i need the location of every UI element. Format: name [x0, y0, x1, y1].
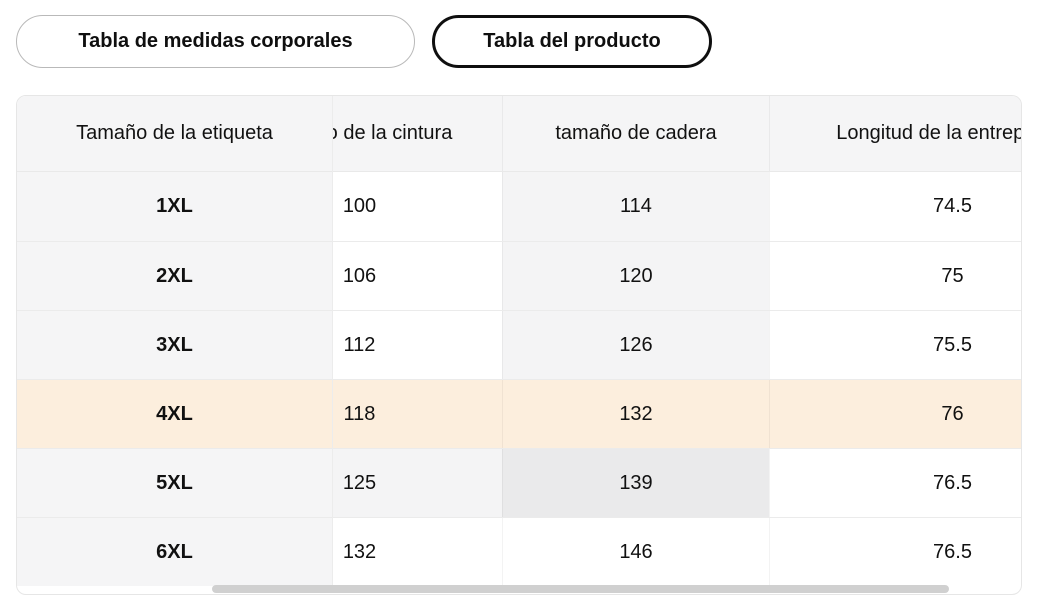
size-chart-tabs: Tabla de medidas corporales Tabla del pr… — [16, 15, 712, 68]
cell-4xl-inseam[interactable]: 76 — [769, 380, 1021, 448]
frozen-size-label-column: Tamaño de la etiqueta 1XL 2XL 3XL 4XL 5X… — [17, 96, 333, 586]
row-label-4xl-selected[interactable]: 4XL — [17, 379, 332, 448]
tab-product-table[interactable]: Tabla del producto — [432, 15, 712, 68]
cell-1xl-hip[interactable]: 114 — [502, 172, 769, 241]
cell-5xl-inseam[interactable]: 76.5 — [769, 449, 1021, 517]
header-inseam-length: Longitud de la entrepierna — [769, 96, 1021, 171]
row-label-5xl[interactable]: 5XL — [17, 448, 332, 517]
table-header-row: Tamaño de la cintura tamaño de cadera Lo… — [17, 96, 1021, 172]
header-label-size: Tamaño de la etiqueta — [17, 96, 332, 172]
horizontal-scrollbar-thumb[interactable] — [212, 585, 949, 593]
cell-5xl-hip-hovered[interactable]: 139 — [502, 449, 769, 517]
cell-6xl-inseam[interactable]: 76.5 — [769, 518, 1021, 586]
cell-3xl-hip[interactable]: 126 — [502, 311, 769, 379]
cell-2xl-hip[interactable]: 120 — [502, 242, 769, 310]
cell-1xl-inseam[interactable]: 74.5 — [769, 172, 1021, 241]
tab-body-measurements[interactable]: Tabla de medidas corporales — [16, 15, 415, 68]
cell-3xl-inseam[interactable]: 75.5 — [769, 311, 1021, 379]
cell-4xl-hip[interactable]: 132 — [502, 380, 769, 448]
row-label-6xl[interactable]: 6XL — [17, 517, 332, 586]
header-hip-size: tamaño de cadera — [502, 96, 769, 171]
row-label-2xl[interactable]: 2XL — [17, 241, 332, 310]
size-table[interactable]: Tamaño de la cintura tamaño de cadera Lo… — [16, 95, 1022, 595]
row-label-3xl[interactable]: 3XL — [17, 310, 332, 379]
cell-2xl-inseam[interactable]: 75 — [769, 242, 1021, 310]
row-label-1xl[interactable]: 1XL — [17, 172, 332, 241]
cell-6xl-hip[interactable]: 146 — [502, 518, 769, 586]
